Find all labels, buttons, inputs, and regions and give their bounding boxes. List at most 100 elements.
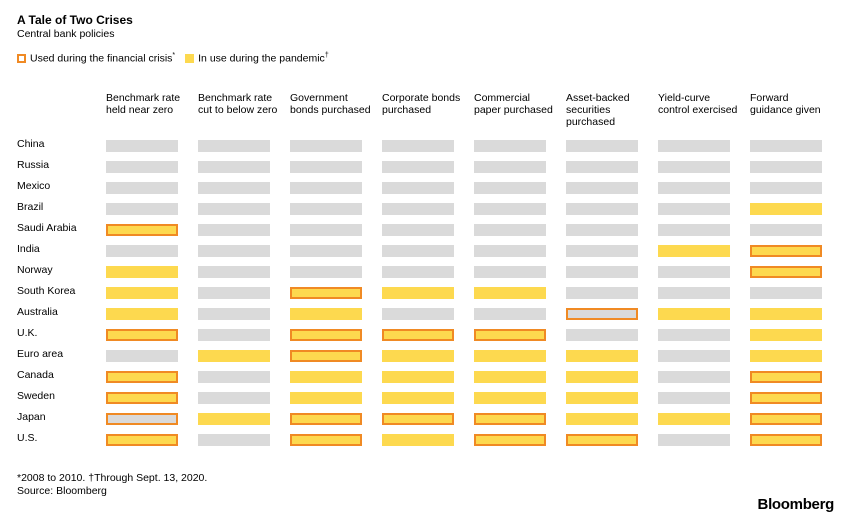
policy-cell [198,203,270,215]
policy-cell [474,266,546,278]
policy-cell [658,308,730,320]
row-label: Canada [17,369,54,381]
policy-cell [382,224,454,236]
policy-cell [198,392,270,404]
policy-cell [290,266,362,278]
policy-cell [566,287,638,299]
policy-cell [566,140,638,152]
policy-cell [750,350,822,362]
policy-cell [106,224,178,236]
legend-swatch-pandemic [185,53,195,63]
policy-cell [198,329,270,341]
policy-cell [198,266,270,278]
policy-cell [106,140,178,152]
policy-cell [566,350,638,362]
column-header: Yield-curve control exercised [658,92,738,116]
bloomberg-logo: Bloomberg [757,496,835,513]
footnote: *2008 to 2010. †Through Sept. 13, 2020. [17,472,208,484]
policy-cell [290,161,362,173]
policy-cell [750,140,822,152]
policy-cell [474,308,546,320]
policy-cell [474,161,546,173]
policy-cell [382,182,454,194]
row-label: Brazil [17,201,44,213]
policy-cell [198,245,270,257]
policy-cell [566,434,638,446]
policy-cell [750,329,822,341]
policy-cell [658,182,730,194]
policy-cell [382,161,454,173]
legend: Used during the financial crisis* In use… [17,52,339,65]
column-header: Government bonds purchased [290,92,371,116]
policy-cell [566,329,638,341]
policy-cell [566,308,638,320]
policy-cell [474,245,546,257]
policy-cell [106,203,178,215]
policy-cell [382,245,454,257]
policy-cell [382,350,454,362]
policy-cell [290,140,362,152]
policy-cell [382,413,454,425]
policy-cell [290,245,362,257]
policy-cell [106,350,178,362]
row-label: India [17,243,40,255]
row-label: South Korea [17,285,76,297]
policy-cell [198,371,270,383]
policy-cell [106,413,178,425]
column-header: Asset-backed securities purchased [566,92,630,128]
row-label: Japan [17,411,46,423]
policy-cell [750,308,822,320]
policy-cell [198,182,270,194]
policy-cell [474,287,546,299]
policy-cell [658,224,730,236]
policy-cell [750,266,822,278]
row-label: Sweden [17,390,55,402]
policy-cell [750,371,822,383]
policy-cell [658,392,730,404]
policy-cell [106,329,178,341]
chart-subtitle: Central bank policies [17,28,115,40]
policy-cell [566,203,638,215]
policy-cell [290,392,362,404]
policy-cell [566,245,638,257]
policy-cell [566,182,638,194]
column-header: Benchmark rate held near zero [106,92,181,116]
policy-cell [382,392,454,404]
policy-cell [382,140,454,152]
policy-cell [566,392,638,404]
policy-cell [290,308,362,320]
policy-cell [750,203,822,215]
policy-cell [658,329,730,341]
policy-cell [750,434,822,446]
policy-cell [658,413,730,425]
policy-cell [474,224,546,236]
policy-cell [382,329,454,341]
policy-cell [198,434,270,446]
policy-cell [474,182,546,194]
policy-cell [566,266,638,278]
policy-cell [658,140,730,152]
policy-cell [474,434,546,446]
policy-cell [106,245,178,257]
row-label: Russia [17,159,50,171]
policy-cell [750,392,822,404]
policy-cell [290,224,362,236]
column-header: Commercial paper purchased [474,92,553,116]
chart-title: A Tale of Two Crises [17,13,133,27]
policy-cell [474,329,546,341]
legend-label-pandemic: In use during the pandemic† [198,52,329,65]
policy-cell [750,287,822,299]
column-header: Forward guidance given [750,92,821,116]
policy-cell [750,224,822,236]
column-header: Benchmark rate cut to below zero [198,92,278,116]
legend-label-crisis: Used during the financial crisis* [30,52,176,65]
policy-cell [106,392,178,404]
policy-cell [474,140,546,152]
row-label: Norway [17,264,53,276]
policy-cell [290,203,362,215]
policy-cell [382,287,454,299]
policy-cell [198,224,270,236]
policy-cell [106,266,178,278]
policy-cell [750,245,822,257]
policy-cell [658,203,730,215]
